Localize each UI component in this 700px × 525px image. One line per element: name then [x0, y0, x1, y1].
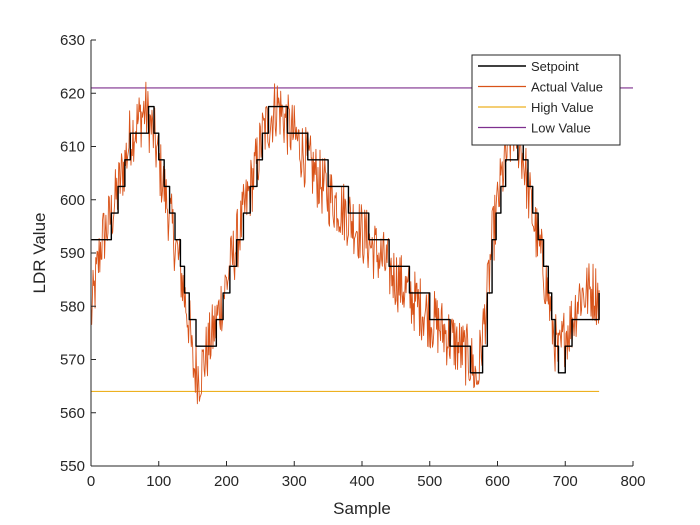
tick-layer: 0 100 200 300 400 500 600 700 800 550 560 570 580 590… — [60, 32, 646, 490]
x-tick-label: 300 — [282, 473, 307, 490]
y-tick-label: 550 — [60, 458, 85, 475]
x-tick-label: 400 — [349, 473, 374, 490]
x-tick-label: 800 — [620, 473, 645, 490]
legend: Setpoint Actual Value High Value Low Value — [471, 54, 621, 146]
legend-label-actual-value: Actual Value — [531, 80, 603, 95]
x-tick-label: 100 — [146, 473, 171, 490]
legend-box — [471, 54, 621, 146]
y-axis-label: LDR Value — [30, 213, 49, 294]
x-axis-label: Sample — [333, 499, 391, 518]
legend-label-high-value: High Value — [531, 100, 594, 115]
y-tick-label: 560 — [60, 405, 85, 422]
y-tick-label: 610 — [60, 139, 85, 156]
y-tick-label: 600 — [60, 192, 85, 209]
legend-label-setpoint: Setpoint — [531, 59, 579, 74]
x-tick-label: 700 — [553, 473, 578, 490]
legend-label-low-value: Low Value — [531, 121, 591, 136]
y-tick-label: 590 — [60, 245, 85, 262]
x-tick-label: 500 — [417, 473, 442, 490]
y-tick-label: 570 — [60, 352, 85, 369]
series-line-setpoint — [91, 105, 600, 374]
x-tick-label: 0 — [87, 473, 95, 490]
y-tick-label: 580 — [60, 298, 85, 315]
x-tick-label: 200 — [214, 473, 239, 490]
y-tick-label: 620 — [60, 85, 85, 102]
y-tick-label: 630 — [60, 32, 85, 49]
x-tick-label: 600 — [485, 473, 510, 490]
